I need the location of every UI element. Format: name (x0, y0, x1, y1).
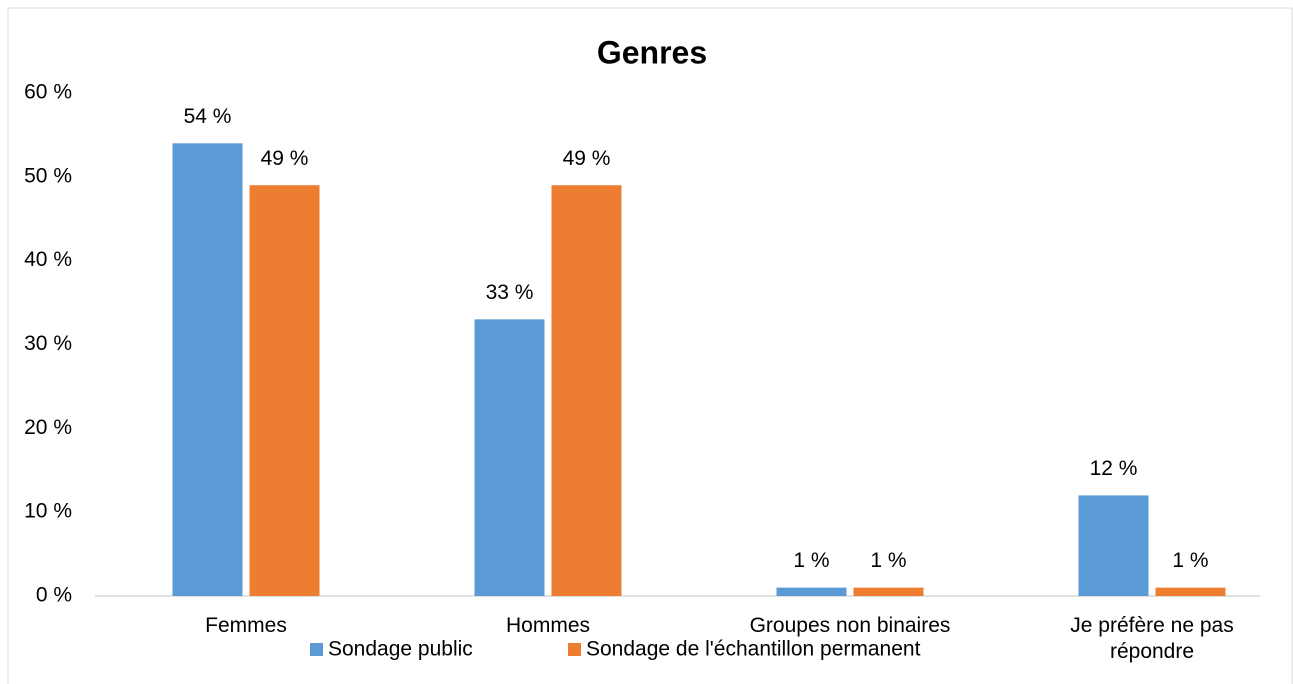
x-tick-label: Hommes (505, 614, 590, 637)
x-tick-label-box: Groupes non binaires (749, 614, 951, 637)
y-tick-label: 20 % (24, 416, 72, 439)
x-tick-label-box: Je préfère ne pas répondre (1070, 614, 1234, 663)
y-tick-label: 0 % (36, 584, 72, 607)
y-tick-label: 10 % (24, 500, 72, 523)
data-label: 1 % (870, 549, 906, 572)
bar (1155, 587, 1226, 596)
y-tick-label: 60 % (24, 81, 72, 104)
data-label: 1 % (793, 549, 829, 572)
x-tick-label-box: Hommes (505, 614, 590, 637)
bar (474, 319, 545, 596)
y-tick-label: 40 % (24, 248, 72, 271)
y-tick-label: 50 % (24, 164, 72, 187)
x-tick-label: Groupes non binaires (749, 614, 951, 637)
data-label: 12 % (1090, 457, 1138, 480)
bar (776, 587, 847, 596)
data-label: 49 % (261, 147, 309, 170)
x-tick-label-box: Femmes (205, 614, 287, 637)
y-tick-label: 30 % (24, 332, 72, 355)
legend-swatch (568, 643, 581, 656)
chart-title: Genres (597, 34, 707, 70)
x-tick-label: Femmes (205, 614, 287, 637)
legend-label: Sondage de l'échantillon permanent (586, 638, 921, 661)
legend-swatch (310, 643, 323, 656)
data-label: 1 % (1172, 549, 1208, 572)
data-label: 54 % (184, 105, 232, 128)
bar (249, 185, 320, 596)
bar (172, 143, 243, 597)
data-label: 33 % (486, 281, 534, 304)
x-tick-label: Je préfère ne pas répondre (1070, 614, 1234, 663)
data-label: 49 % (563, 147, 611, 170)
bar (551, 185, 622, 596)
legend-label: Sondage public (328, 638, 473, 661)
bar (853, 587, 924, 596)
bar (1078, 495, 1149, 596)
